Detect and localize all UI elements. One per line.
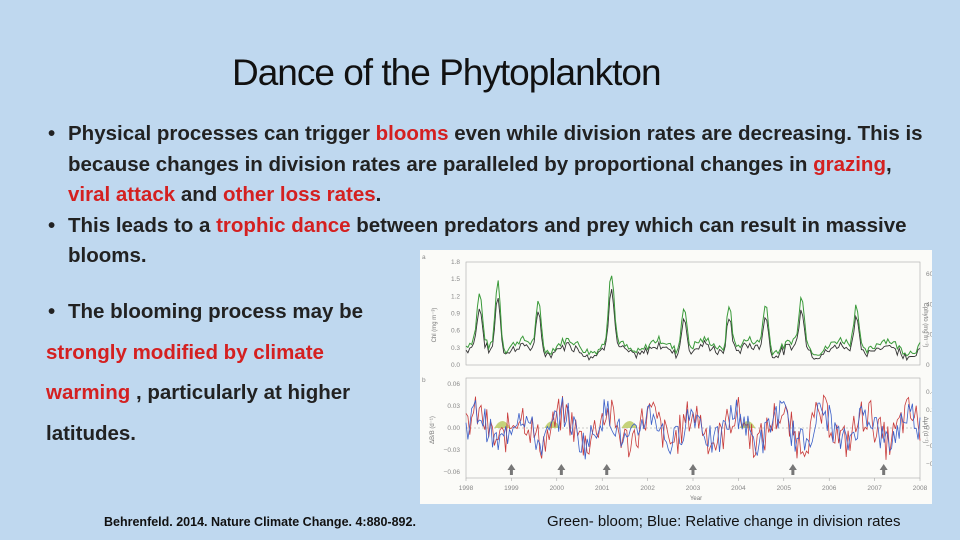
- time-series-figure: a b Chl (mg m⁻³) Cphyto (mg m⁻³) ΔB/B (d…: [420, 250, 939, 504]
- panel-b-right-tick: 0.4: [926, 389, 932, 396]
- highlight-viral-attack: viral attack: [68, 183, 176, 206]
- panel-a-label: a: [422, 254, 426, 261]
- panel-a-left-axis-label: Chl (mg m⁻³): [432, 308, 438, 343]
- bullet-3: • The blooming process may be strongly mo…: [46, 292, 426, 454]
- x-tick-label: 2005: [777, 485, 792, 492]
- bullet-text: between predators and prey which can res…: [68, 213, 907, 268]
- x-tick-label: 2003: [686, 485, 701, 492]
- figure-svg: a b Chl (mg m⁻³) Cphyto (mg m⁻³) ΔB/B (d…: [422, 254, 939, 502]
- event-arrow: [689, 464, 697, 475]
- bullet-text: ,: [885, 152, 892, 176]
- bullet-text: , particularly at higher latitudes.: [46, 381, 351, 445]
- highlight-blooms: blooms: [375, 122, 449, 145]
- bullet-text: This leads to a: [68, 213, 217, 237]
- division-rate-line: [465, 397, 921, 460]
- panel-a-left-tick: 0.0: [451, 362, 460, 369]
- event-arrow: [557, 464, 566, 475]
- x-tick-label: 2004: [731, 485, 746, 492]
- citation: Behrenfeld. 2014. Nature Climate Change.…: [104, 515, 416, 529]
- panel-a-right-tick: 0: [926, 362, 930, 369]
- event-arrow: [879, 464, 888, 475]
- event-arrow: [602, 464, 611, 475]
- event-arrow: [507, 464, 516, 475]
- bullet-text: The blooming process may be: [68, 300, 364, 323]
- panel-a-left-tick: 0.9: [451, 311, 460, 318]
- bullet-text: even while division rates are decreasing…: [68, 122, 923, 176]
- panel-b-left-tick: 0.03: [447, 403, 460, 410]
- bullet-dot: •: [48, 122, 56, 145]
- panel-b-left-tick: 0.00: [447, 425, 460, 432]
- highlight-loss-rates: other loss rates: [222, 183, 376, 206]
- bullet-text: and: [175, 183, 223, 206]
- bullet-text: .: [375, 183, 382, 206]
- panel-a-right-tick: 20: [926, 332, 932, 339]
- chlorophyll-series-line: [465, 275, 921, 357]
- panel-a-left-tick: 0.3: [451, 345, 460, 352]
- x-tick-label: 2007: [867, 485, 882, 492]
- x-tick-label: 1999: [504, 485, 519, 492]
- highlight-trophic-dance: trophic dance: [216, 213, 351, 237]
- panel-b-right-tick: 0: [926, 425, 930, 432]
- panel-b-left-tick: −0.03: [444, 447, 461, 454]
- panel-a-frame: [465, 261, 921, 366]
- event-arrow: [788, 464, 797, 475]
- x-tick-label: 2002: [640, 485, 655, 492]
- panel-b-right-tick: −0.4: [926, 461, 932, 468]
- panel-b-right-tick: 0.2: [926, 407, 932, 414]
- highlight-grazing: grazing: [813, 152, 886, 176]
- panel-a-right-axis-label: Cphyto (mg m⁻³): [922, 303, 928, 348]
- bloom-shading: [621, 421, 638, 428]
- x-axis-label: Year: [690, 496, 702, 502]
- legend-caption: Green- bloom; Blue: Relative change in d…: [547, 513, 901, 530]
- bullet-text: Physical processes can trigger: [68, 122, 376, 145]
- highlight-climate-warming: strongly modified by climate warming: [46, 340, 324, 405]
- panel-b-left-tick: 0.06: [447, 381, 460, 388]
- carbon-series-line: [465, 289, 921, 362]
- panel-a-right-tick: 60: [926, 271, 932, 278]
- panel-b-left-axis-label: ΔB/B (d⁻¹): [430, 416, 436, 444]
- accumulation-rate-line: [465, 394, 921, 460]
- bloom-shading: [544, 421, 561, 428]
- panel-b-label: b: [422, 377, 426, 384]
- panel-a-left-tick: 0.6: [451, 328, 460, 335]
- x-tick-label: 2001: [595, 485, 610, 492]
- x-tick-label: 2006: [822, 485, 837, 492]
- panel-a-left-tick: 1.5: [451, 276, 460, 283]
- bloom-shading: [494, 421, 511, 428]
- bullet-dot: •: [48, 213, 56, 237]
- slide-title: Dance of the Phytoplankton: [232, 52, 662, 93]
- x-tick-label: 1998: [459, 485, 474, 492]
- x-tick-label: 2008: [913, 485, 928, 492]
- bullet-2: • This leads to a trophic dance between …: [46, 211, 926, 272]
- panel-a-left-tick: 1.2: [451, 293, 460, 300]
- panel-a-right-tick: 40: [926, 301, 932, 308]
- bullet-list: • Physical processes can trigger blooms …: [46, 119, 926, 272]
- bullet-1: • Physical processes can trigger blooms …: [46, 119, 926, 211]
- x-tick-label: 2000: [550, 485, 565, 492]
- panel-a-left-tick: 1.8: [451, 259, 460, 266]
- panel-b-right-tick: −0.2: [926, 443, 932, 450]
- panel-b-right-axis-label: Δμ/μ (d⁻¹): [922, 417, 928, 444]
- panel-b-left-tick: −0.06: [444, 469, 461, 476]
- bullet-dot: •: [48, 300, 56, 323]
